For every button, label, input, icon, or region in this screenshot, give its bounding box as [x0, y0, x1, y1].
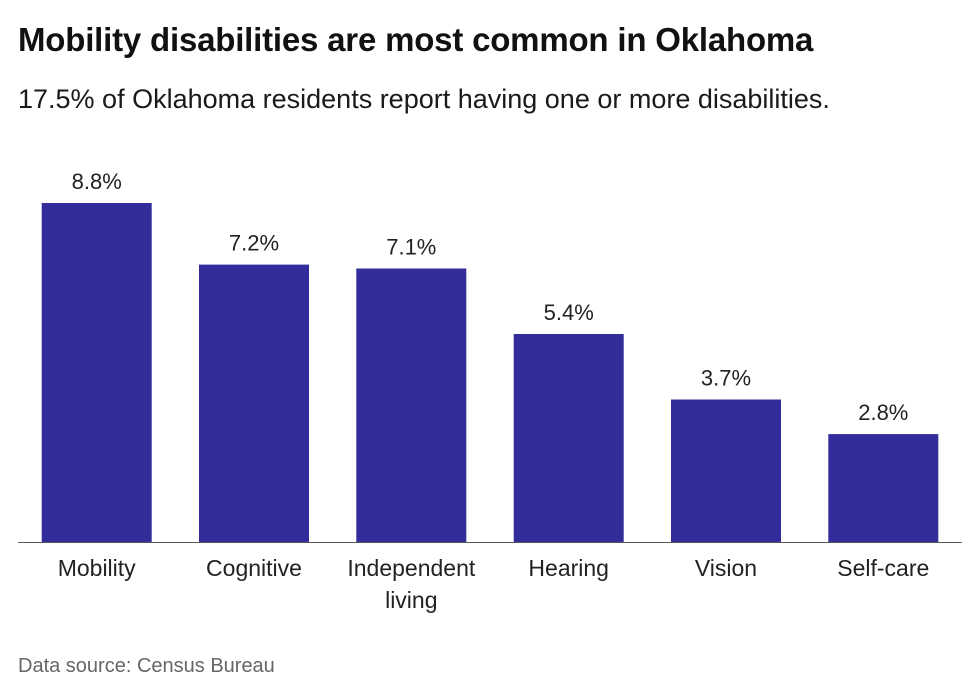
bar-self-care [828, 434, 939, 542]
bar-hearing [513, 334, 624, 542]
chart-title: Mobility disabilities are most common in… [18, 21, 814, 58]
value-label: 5.4% [544, 300, 594, 325]
bars-layer [41, 203, 939, 542]
category-label: Self-care [837, 555, 929, 581]
value-label: 2.8% [858, 400, 908, 425]
bar-vision [671, 399, 781, 542]
value-label: 8.8% [72, 169, 122, 194]
labels-layer: 8.8% Mobility 7.2% Cognitive 7.1% Independent… [58, 169, 930, 613]
category-label: Cognitive [206, 555, 302, 581]
value-label: 3.7% [701, 366, 751, 391]
category-label: Independent living [347, 555, 476, 613]
data-source-note: Data source: Census Bureau [18, 655, 275, 677]
bar-independent-living [356, 268, 467, 542]
bar-cognitive [199, 264, 309, 542]
value-label: 7.1% [386, 235, 436, 260]
category-label: Hearing [528, 555, 609, 581]
category-label: Mobility [58, 555, 136, 581]
bar-mobility [41, 203, 152, 542]
value-label: 7.2% [229, 231, 279, 256]
chart-subtitle: 17.5% of Oklahoma residents report havin… [18, 84, 830, 114]
category-label: Vision [695, 555, 757, 581]
